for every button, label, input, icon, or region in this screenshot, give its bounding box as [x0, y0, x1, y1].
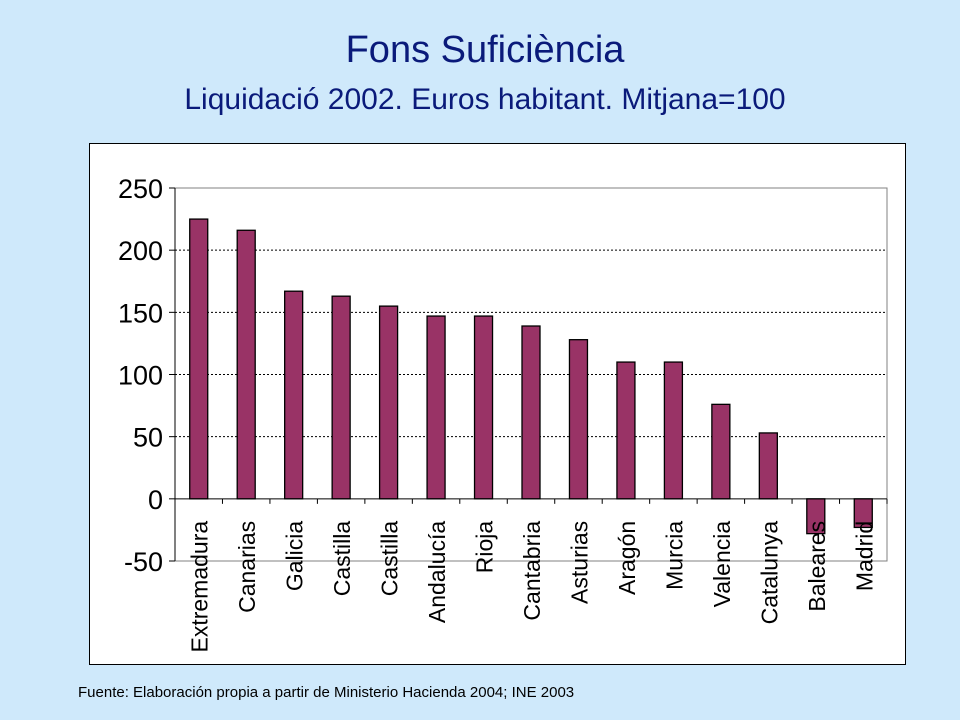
bars: [189, 218, 873, 535]
bar: [236, 229, 256, 500]
x-tick-label: Rioja: [472, 521, 498, 574]
x-tick-label: Murcia: [661, 521, 687, 590]
x-tick-label: Valencia: [709, 521, 735, 608]
y-tick-label: 150: [118, 298, 163, 328]
x-tick-label: Aragón: [614, 521, 640, 595]
chart-area: -50 0 50 100 150 200 250 Extremadura Canarias Ga…: [89, 143, 906, 665]
x-tick-label: Extremadura: [187, 521, 213, 653]
y-tick-label: 50: [133, 423, 163, 453]
x-tick-label: Asturias: [566, 521, 592, 604]
x-tick-label: Madrid: [851, 521, 877, 591]
bar: [284, 290, 304, 500]
x-tick-label: Andalucía: [424, 521, 450, 624]
bar: [568, 339, 589, 500]
bar: [189, 218, 209, 500]
x-tick-label: Canarias: [234, 521, 260, 613]
chart-title: Fons Suficiència: [345, 29, 625, 71]
y-tick-label: 200: [118, 236, 163, 266]
chart-subtitle: Liquidació 2002. Euros habitant. Mitjana…: [184, 83, 786, 116]
bar: [331, 295, 351, 500]
source-note: Fuente: Elaboración propia a partir de M…: [78, 684, 575, 701]
bar: [663, 361, 684, 500]
y-tick-label: 0: [148, 485, 163, 515]
bar: [473, 315, 494, 500]
y-tick-label: -50: [124, 547, 163, 577]
x-tick-label: Castilla: [329, 521, 355, 597]
bar: [758, 432, 778, 500]
y-tick-label: 100: [118, 361, 163, 391]
x-tick-label: Catalunya: [756, 521, 782, 625]
x-tick-label: Galicia: [282, 521, 308, 592]
bar: [426, 315, 446, 500]
y-tick-label: 250: [118, 174, 163, 204]
x-tick-labels: Extremadura Canarias Galicia Castilla Castil…: [187, 521, 878, 653]
bar: [711, 403, 731, 500]
bar: [378, 305, 399, 500]
axes: [169, 187, 888, 562]
bar: [521, 325, 541, 500]
x-tick-label: Cantabria: [519, 521, 545, 621]
bar-chart: -50 0 50 100 150 200 250 Extremadura Canarias Ga…: [118, 174, 888, 653]
x-tick-label: Baleares: [804, 521, 830, 612]
y-tick-labels: -50 0 50 100 150 200 250: [118, 174, 163, 577]
bar: [616, 361, 636, 500]
x-tick-label: Castilla: [377, 521, 403, 597]
